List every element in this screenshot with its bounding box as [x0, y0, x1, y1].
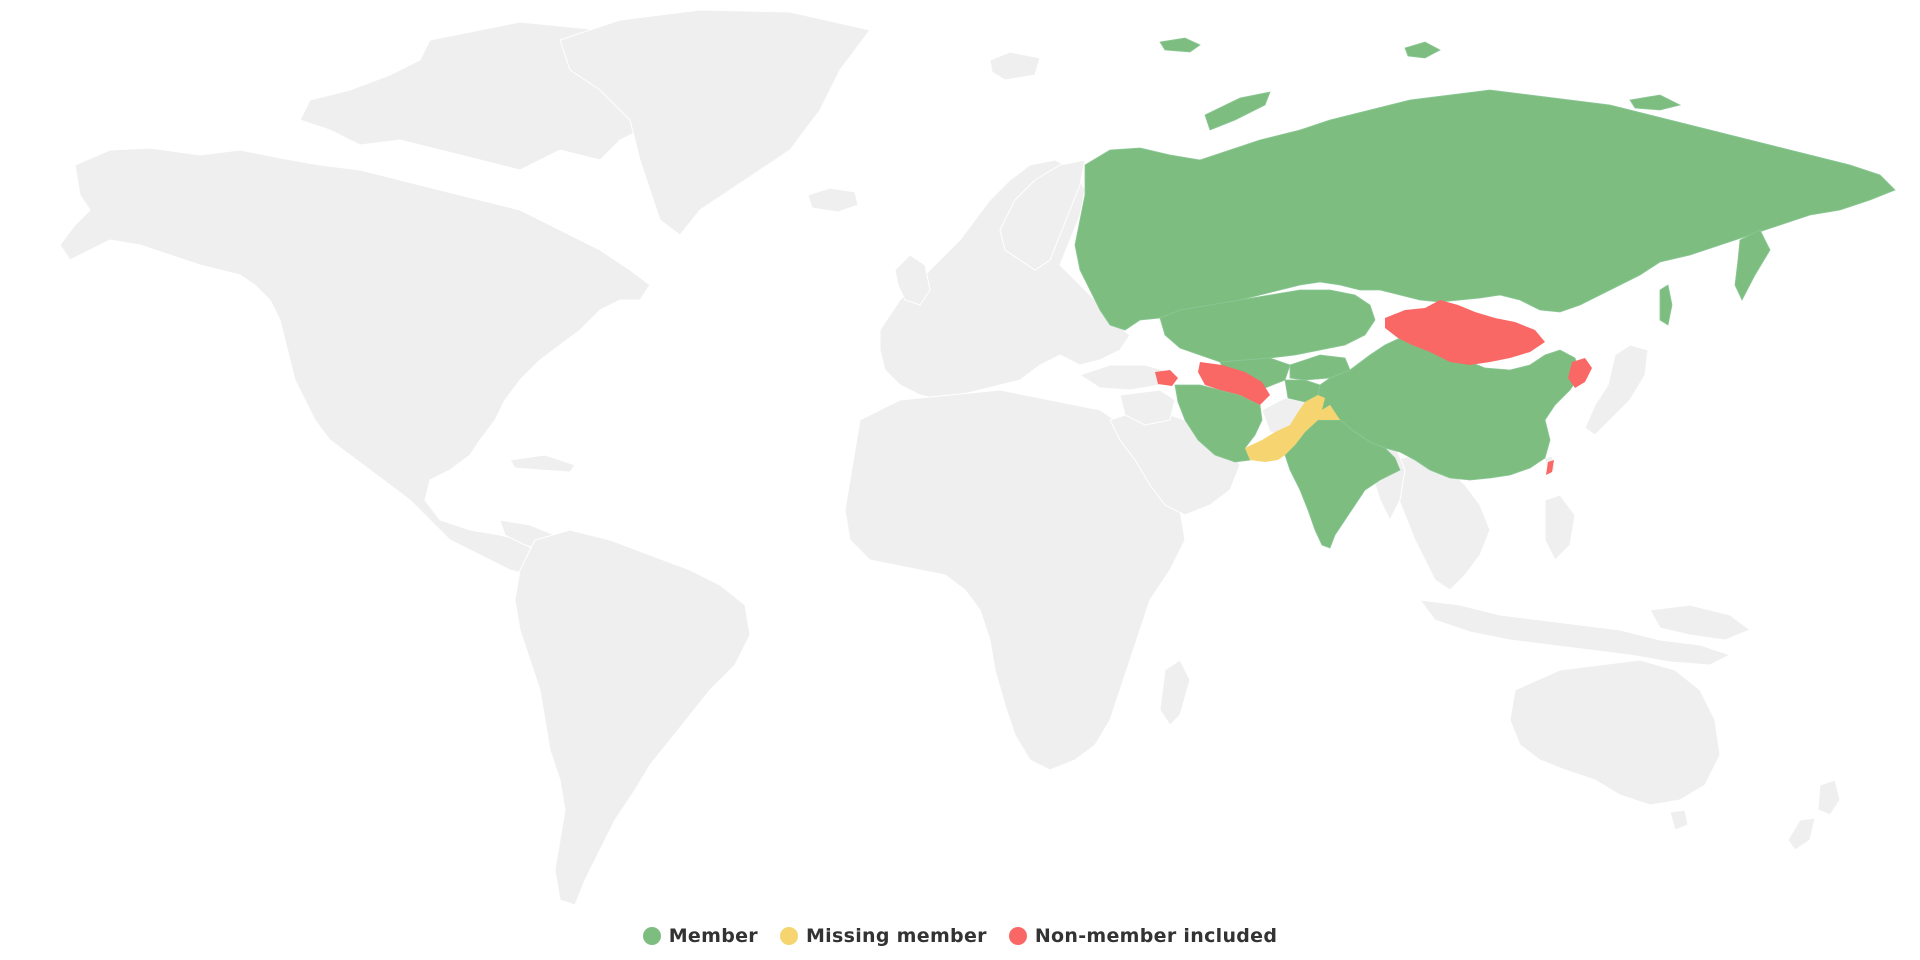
- non-member-countries: [1155, 300, 1592, 475]
- land-new-zealand[interactable]: [1787, 779, 1841, 851]
- land-cuba[interactable]: [509, 454, 576, 473]
- country-russia-new-siberian[interactable]: [1629, 94, 1682, 111]
- legend-dot-non-member-included: [1008, 927, 1027, 945]
- legend-item-missing-member[interactable]: Missing member: [779, 925, 987, 947]
- land-greenland[interactable]: [559, 9, 871, 236]
- country-russia-franz-josef[interactable]: [1404, 41, 1441, 59]
- country-russia[interactable]: [1074, 89, 1896, 331]
- country-kazakhstan[interactable]: [1159, 289, 1376, 363]
- neutral-land: [59, 9, 1841, 906]
- missing-member-countries: [1245, 395, 1340, 462]
- member-countries: [1074, 37, 1896, 549]
- legend-item-member[interactable]: Member: [642, 925, 758, 947]
- country-india[interactable]: [1284, 419, 1401, 549]
- land-levant[interactable]: [1119, 389, 1176, 426]
- land-philippines[interactable]: [1544, 494, 1576, 561]
- legend-dot-member: [642, 927, 661, 945]
- land-iceland[interactable]: [807, 187, 859, 213]
- legend-label-missing-member: Missing member: [805, 925, 987, 947]
- legend-item-non-member-included[interactable]: Non-member included: [1008, 925, 1278, 947]
- land-tasmania[interactable]: [1669, 809, 1689, 831]
- land-uk[interactable]: [894, 254, 931, 306]
- legend-dot-missing-member: [779, 927, 798, 945]
- legend-label-non-member-included: Non-member included: [1034, 925, 1278, 947]
- land-australia[interactable]: [1509, 659, 1721, 806]
- country-north-korea[interactable]: [1568, 358, 1592, 388]
- country-russia-novaya-zemlya[interactable]: [1204, 91, 1271, 131]
- country-taiwan-marker[interactable]: [1546, 460, 1554, 475]
- land-japan[interactable]: [1584, 344, 1649, 436]
- country-turkmenistan[interactable]: [1198, 362, 1270, 405]
- land-indonesia[interactable]: [1418, 599, 1732, 666]
- country-pakistan[interactable]: [1245, 395, 1340, 462]
- land-madagascar[interactable]: [1159, 659, 1191, 726]
- land-scandinavia[interactable]: [999, 159, 1086, 271]
- country-russia-kamchatka[interactable]: [1734, 229, 1771, 301]
- country-mongolia[interactable]: [1385, 300, 1545, 365]
- land-north-america[interactable]: [59, 147, 651, 586]
- map-legend: Member Missing member Non-member include…: [0, 918, 1920, 954]
- legend-label-member: Member: [668, 925, 758, 947]
- land-papua[interactable]: [1649, 604, 1752, 641]
- country-russia-sakhalin[interactable]: [1659, 284, 1673, 326]
- land-svalbard[interactable]: [989, 51, 1041, 81]
- country-azerbaijan[interactable]: [1155, 370, 1178, 386]
- country-russia-severnaya[interactable]: [1159, 37, 1201, 53]
- land-south-america[interactable]: [514, 529, 751, 906]
